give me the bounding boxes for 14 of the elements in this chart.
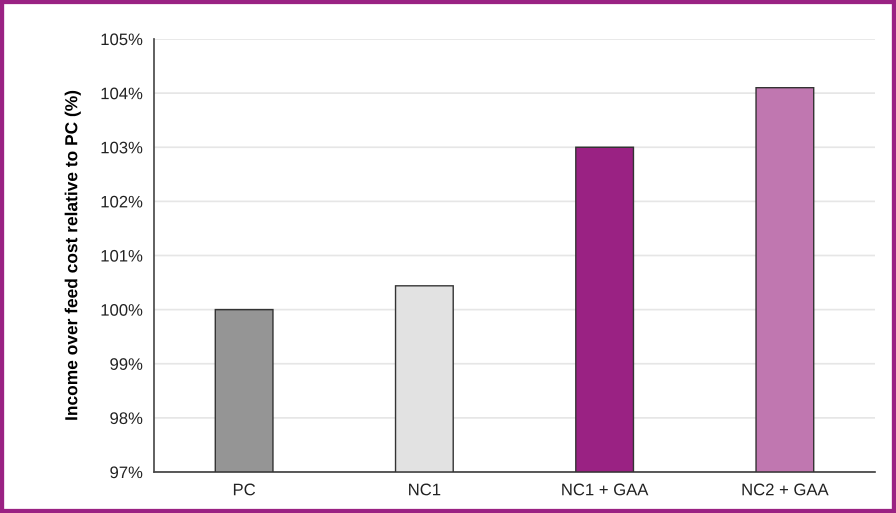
x-tick-label: PC: [234, 484, 256, 496]
x-tick-label: NC1: [409, 484, 440, 496]
x-tick-label: NC1 + GAA: [562, 484, 648, 496]
y-axis-title: Income over feed cost relative to PC (%): [64, 90, 81, 420]
y-tick-label: 98%: [110, 412, 142, 424]
x-tick-label: NC2 + GAA: [742, 484, 829, 496]
y-tick-label: 104%: [102, 88, 142, 100]
y-tick-label: 105%: [102, 33, 142, 46]
y-tick-label: 100%: [102, 304, 142, 316]
y-tick-label: 99%: [110, 358, 142, 370]
y-tick-label: 102%: [102, 196, 142, 208]
y-tick-label: 101%: [102, 250, 142, 262]
y-tick-label: 97%: [110, 466, 142, 478]
y-tick-label: 103%: [102, 142, 142, 154]
